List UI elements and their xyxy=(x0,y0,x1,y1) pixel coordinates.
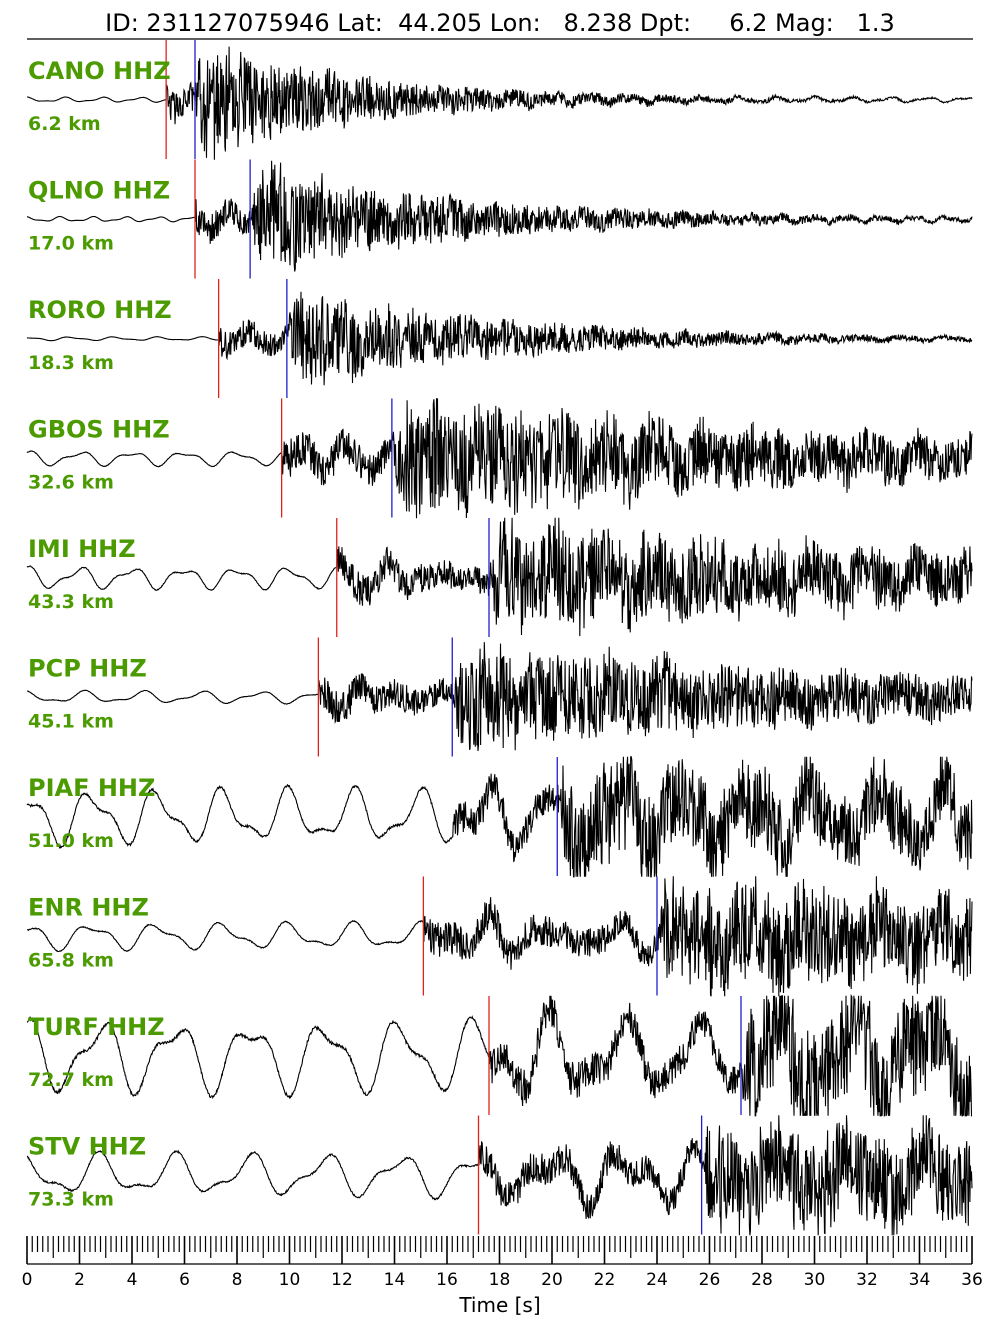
x-axis-label: Time [s] xyxy=(458,1293,540,1317)
x-tick-label: 24 xyxy=(646,1270,668,1290)
x-tick-label: 12 xyxy=(331,1270,353,1290)
x-tick-label: 20 xyxy=(541,1270,563,1290)
x-tick-label: 8 xyxy=(232,1270,243,1290)
x-tick-label: 16 xyxy=(436,1270,458,1290)
station-label: STV HHZ xyxy=(28,1133,146,1161)
trace-stv xyxy=(26,1115,973,1236)
station-label: QLNO HHZ xyxy=(28,177,170,205)
trace-cano xyxy=(26,46,973,160)
trace-qlno xyxy=(26,160,973,272)
trace-pcp xyxy=(26,642,973,752)
distance-label: 73.3 km xyxy=(28,1189,114,1211)
event-header: ID: 231127075946 Lat: 44.205 Lon: 8.238 … xyxy=(105,9,895,37)
station-label: PCP HHZ xyxy=(28,655,147,683)
x-tick-label: 36 xyxy=(961,1270,983,1290)
labels-group: CANO HHZ 6.2 km QLNO HHZ 17.0 km RORO HHZ 18.… xyxy=(28,57,172,1211)
x-tick-label: 28 xyxy=(751,1270,773,1290)
distance-label: 17.0 km xyxy=(28,233,114,255)
picks-group xyxy=(165,40,742,1235)
x-tick-label: 34 xyxy=(909,1270,931,1290)
trace-piaf xyxy=(26,756,973,878)
time-axis: 0 2 4 6 8 10 12 14 16 18 20 22 24 26 28 30 32 34 36 xyxy=(22,1236,983,1290)
trace-imi xyxy=(26,517,973,637)
x-tick-label: 22 xyxy=(594,1270,616,1290)
trace-gbos xyxy=(26,398,973,519)
distance-label: 51.0 km xyxy=(28,830,114,852)
x-tick-label: 18 xyxy=(489,1270,511,1290)
x-tick-label: 6 xyxy=(179,1270,190,1290)
station-label: IMI HHZ xyxy=(28,535,136,563)
distance-label: 45.1 km xyxy=(28,711,114,733)
station-label: GBOS HHZ xyxy=(28,416,170,444)
trace-roro xyxy=(26,291,973,386)
station-label: RORO HHZ xyxy=(28,296,172,324)
x-tick-label: 32 xyxy=(856,1270,878,1290)
trace-enr xyxy=(27,876,973,997)
x-tick-label: 30 xyxy=(804,1270,826,1290)
station-label: CANO HHZ xyxy=(28,57,171,85)
station-label: ENR HHZ xyxy=(28,894,149,922)
x-tick-label: 0 xyxy=(22,1270,33,1290)
distance-label: 72.7 km xyxy=(28,1069,114,1091)
distance-label: 6.2 km xyxy=(28,113,101,135)
trace-turf xyxy=(27,993,973,1117)
station-label: PIAF HHZ xyxy=(28,774,155,802)
traces-group xyxy=(26,46,973,1236)
x-tick-label: 4 xyxy=(127,1270,138,1290)
distance-label: 32.6 km xyxy=(28,472,114,494)
x-tick-label: 2 xyxy=(74,1270,85,1290)
distance-label: 43.3 km xyxy=(28,591,114,613)
x-tick-label: 26 xyxy=(699,1270,721,1290)
x-tick-label: 14 xyxy=(384,1270,406,1290)
distance-label: 65.8 km xyxy=(28,950,114,972)
distance-label: 18.3 km xyxy=(28,352,114,374)
x-tick-label: 10 xyxy=(279,1270,301,1290)
station-label: TURF HHZ xyxy=(28,1013,165,1041)
